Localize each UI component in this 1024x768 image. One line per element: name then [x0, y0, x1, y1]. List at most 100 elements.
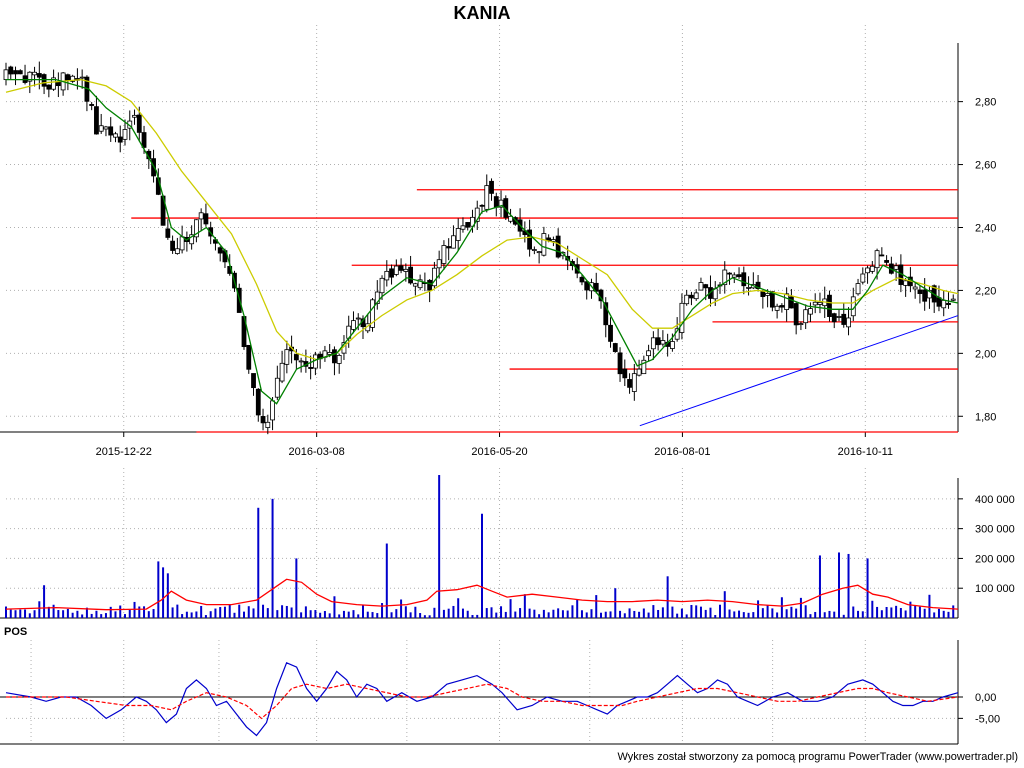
candle-body [417, 279, 423, 289]
candle-body [631, 373, 637, 392]
volume-bar [809, 614, 812, 618]
candle-body [527, 229, 532, 250]
candle-body [41, 74, 47, 87]
candle-body [774, 305, 780, 311]
volume-bar [795, 608, 798, 618]
candle-body [27, 71, 33, 82]
candle-body [379, 277, 385, 294]
volume-bar [485, 608, 488, 618]
volume-bar [285, 605, 288, 618]
candle-body [727, 272, 732, 275]
volume-bar [28, 613, 31, 618]
volume-bar [228, 604, 231, 618]
candle-body [122, 129, 128, 140]
volume-bar [704, 609, 707, 618]
y-tick-label: 200 000 [975, 553, 1015, 565]
candle-body [812, 301, 818, 306]
volume-bar [124, 614, 126, 618]
candle-body [217, 247, 223, 254]
volume-bar [547, 612, 550, 618]
volume-bar [761, 608, 764, 618]
candle-body [917, 289, 923, 294]
candle-body [769, 291, 775, 308]
volume-bar [47, 606, 50, 618]
volume-bar [271, 498, 274, 618]
candle-body [617, 352, 623, 375]
candle-body [17, 70, 23, 75]
volume-bar [33, 610, 36, 618]
candle-body [255, 388, 261, 416]
volume-bar [204, 615, 207, 618]
volume-bar [638, 611, 641, 618]
candle-body [541, 233, 547, 256]
y-tick-label: 100 000 [975, 583, 1015, 595]
volume-bar [719, 604, 721, 618]
candle-body [622, 368, 628, 379]
candle-body [946, 302, 951, 306]
candle-body [293, 354, 299, 361]
candle-body [260, 416, 266, 424]
volume-bar [433, 607, 436, 618]
volume-bar [614, 588, 617, 618]
candle-body [684, 294, 690, 305]
volume-bar [395, 609, 398, 618]
candle-body [370, 299, 375, 328]
volume-bar [790, 606, 793, 618]
volume-bar [195, 611, 198, 618]
candle-body [765, 293, 770, 296]
y-tick-label: 2,80 [975, 97, 996, 109]
candle-body [655, 337, 661, 346]
volume-bar [57, 610, 60, 618]
volume-bar [890, 607, 893, 618]
volume-bar [671, 606, 674, 618]
candle-body [922, 289, 928, 302]
volume-bar [362, 605, 364, 618]
volume-bar [542, 609, 545, 618]
volume-bar [818, 555, 821, 618]
volume-bar [838, 552, 840, 618]
volume-bar [157, 561, 160, 618]
candle-body [332, 349, 337, 364]
volume-bar [771, 608, 774, 618]
volume-bar [561, 610, 564, 618]
volume-bar [752, 612, 755, 618]
volume-bar [528, 608, 531, 618]
y-tick-label: 2,60 [975, 160, 996, 172]
volume-bar [661, 607, 664, 618]
volume-bar [133, 601, 136, 618]
candle-body [32, 71, 37, 76]
candle-body [198, 212, 204, 220]
candle-body [94, 106, 99, 135]
candle-body [860, 273, 866, 283]
volume-bar [104, 613, 107, 618]
volume-bar [738, 610, 741, 618]
volume-bar [238, 604, 241, 618]
volume-bar [9, 609, 12, 618]
x-tick-label: 2016-03-08 [289, 446, 345, 458]
volume-bar [171, 607, 174, 618]
candle-body [389, 268, 394, 278]
volume-bar [24, 609, 27, 618]
volume-bar [714, 615, 717, 618]
volume-bar [780, 597, 783, 618]
volume-bar [552, 609, 555, 618]
volume-bar [571, 605, 574, 618]
volume-bar [690, 605, 693, 618]
volume-bar [852, 606, 855, 618]
volume-bar [219, 607, 222, 618]
volume-bar [419, 613, 422, 618]
candle-body [679, 302, 685, 333]
volume-bar [114, 611, 117, 618]
candle-body [555, 235, 561, 258]
volume-bar [500, 606, 503, 618]
volume-bar [376, 613, 379, 618]
candle-body [903, 280, 909, 286]
volume-bar [642, 608, 645, 618]
volume-bar [842, 614, 845, 618]
y-tick-label: 2,40 [975, 222, 996, 234]
candle-body [384, 270, 390, 281]
volume-bar [62, 610, 65, 618]
oscillator-label: POS [4, 626, 27, 638]
volume-bar [85, 607, 88, 618]
volume-bar [495, 612, 498, 618]
